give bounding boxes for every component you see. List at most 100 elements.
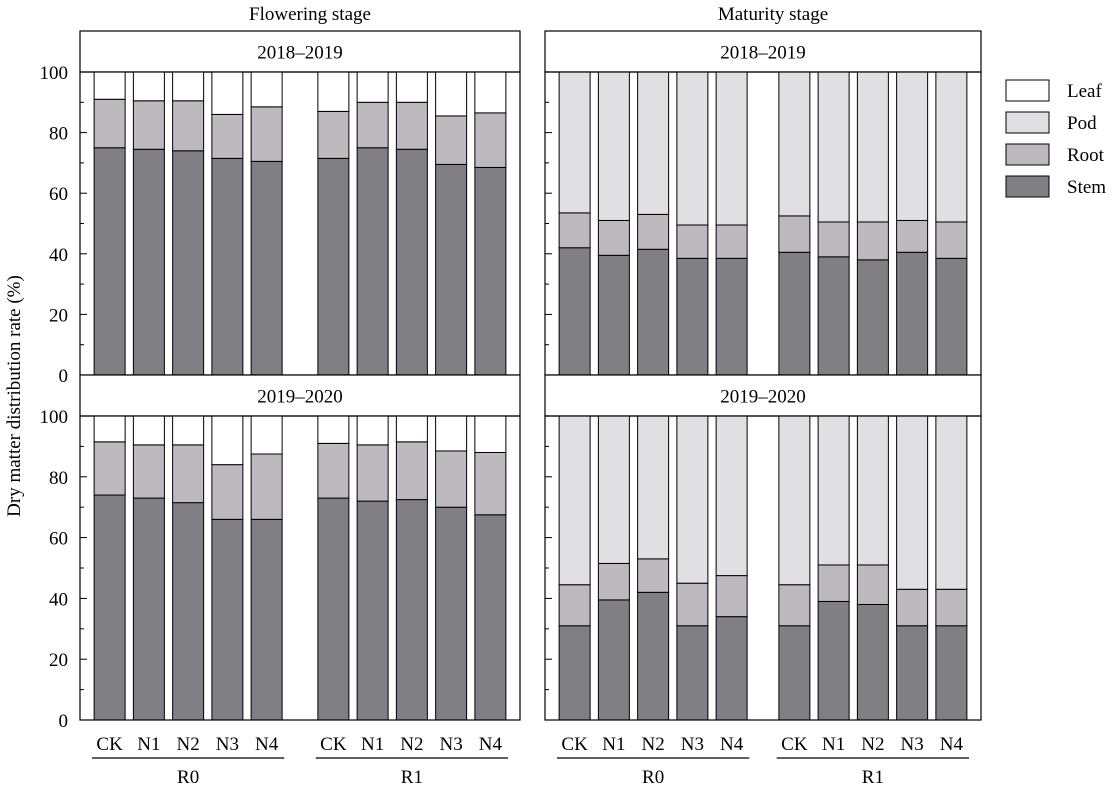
bar-leaf bbox=[317, 71, 350, 112]
bar-root bbox=[93, 441, 126, 496]
y-tick-label: 80 bbox=[49, 468, 68, 489]
panel-2: 2018–2019 bbox=[544, 30, 982, 376]
bar-leaf bbox=[474, 71, 507, 114]
x-tick-label: N2 bbox=[861, 734, 884, 755]
bar-root bbox=[435, 115, 468, 165]
bar-pod bbox=[778, 415, 811, 586]
bar-pod bbox=[676, 415, 709, 584]
legend-label-pod: Pod bbox=[1067, 113, 1097, 134]
bar-root bbox=[172, 444, 205, 504]
bar-pod bbox=[676, 71, 709, 226]
bar-leaf bbox=[395, 71, 428, 103]
bar-root bbox=[93, 98, 126, 149]
bar-root bbox=[676, 224, 709, 259]
x-tick-label: N3 bbox=[440, 734, 463, 755]
bar-root bbox=[395, 101, 428, 150]
bar-stem bbox=[935, 625, 968, 721]
y-tick-label: 40 bbox=[49, 589, 68, 610]
bar-stem bbox=[474, 166, 507, 376]
panel-header bbox=[79, 30, 521, 73]
bar-stem bbox=[715, 616, 748, 721]
legend-swatch-stem bbox=[1005, 175, 1050, 198]
bar-leaf bbox=[356, 415, 389, 446]
bar-leaf bbox=[132, 415, 165, 446]
bar-root bbox=[250, 106, 283, 162]
y-tick-label: 100 bbox=[40, 407, 69, 428]
bar-pod bbox=[856, 415, 889, 566]
bar-stem bbox=[896, 625, 929, 721]
legend-swatch-root bbox=[1005, 143, 1050, 166]
bar-leaf bbox=[250, 71, 283, 108]
plot-area: 2018–2019 0 20 40 60 80 100 2018–2019 2019–2020 0… bbox=[40, 30, 982, 788]
y-tick-label: 0 bbox=[59, 366, 69, 387]
bar-stem bbox=[132, 148, 165, 376]
bar-root bbox=[317, 110, 350, 159]
group-label: R0 bbox=[177, 767, 199, 788]
bar-root bbox=[935, 588, 968, 627]
legend-swatch-pod bbox=[1005, 111, 1050, 134]
bar-root bbox=[356, 444, 389, 502]
bar-pod bbox=[896, 415, 929, 590]
bar-stem bbox=[597, 599, 630, 721]
bar-pod bbox=[637, 71, 670, 215]
panel-1: 2018–2019 0 20 40 60 80 100 bbox=[40, 30, 521, 387]
bar-pod bbox=[935, 71, 968, 223]
bar-root bbox=[317, 442, 350, 499]
bar-root bbox=[474, 112, 507, 168]
x-tick-label: N1 bbox=[137, 734, 160, 755]
bar-pod bbox=[778, 71, 811, 217]
bar-root bbox=[676, 582, 709, 627]
bar-root bbox=[356, 101, 389, 149]
y-tick-label: 0 bbox=[59, 711, 69, 732]
panel-title: 2019–2020 bbox=[720, 387, 806, 408]
bar-root bbox=[715, 575, 748, 618]
bar-root bbox=[211, 464, 244, 520]
bar-leaf bbox=[317, 415, 350, 444]
bar-stem bbox=[172, 502, 205, 721]
bar-leaf bbox=[132, 71, 165, 102]
bar-stem bbox=[474, 514, 507, 721]
bar-root bbox=[637, 558, 670, 593]
bar-root bbox=[132, 444, 165, 499]
x-tick-label: CK bbox=[96, 734, 123, 755]
bar-root bbox=[132, 100, 165, 150]
legend-swatch-leaf bbox=[1005, 79, 1050, 102]
bar-root bbox=[172, 100, 205, 152]
bar-stem bbox=[250, 160, 283, 376]
bar-root bbox=[597, 562, 630, 601]
bar-pod bbox=[597, 71, 630, 221]
bar-stem bbox=[778, 625, 811, 721]
bar-stem bbox=[597, 254, 630, 376]
bar-stem bbox=[817, 600, 850, 721]
y-tick-label: 80 bbox=[49, 124, 68, 145]
bar-root bbox=[558, 584, 591, 627]
y-tick-label: 40 bbox=[49, 245, 68, 266]
bar-stem bbox=[250, 518, 283, 721]
legend-label-stem: Stem bbox=[1067, 177, 1106, 198]
bar-leaf bbox=[435, 415, 468, 452]
bar-stem bbox=[356, 500, 389, 721]
x-tick-label: N3 bbox=[901, 734, 924, 755]
bar-stem bbox=[637, 591, 670, 721]
bar-stem bbox=[132, 497, 165, 721]
bar-pod bbox=[558, 71, 591, 214]
bar-pod bbox=[817, 415, 850, 566]
bar-leaf bbox=[93, 71, 126, 100]
x-tick-label: CK bbox=[781, 734, 808, 755]
column-title-flowering: Flowering stage bbox=[249, 4, 371, 25]
x-tick-label: N3 bbox=[681, 734, 704, 755]
bar-stem bbox=[435, 163, 468, 376]
group-label: R1 bbox=[862, 767, 884, 788]
bar-root bbox=[896, 219, 929, 253]
y-tick-label: 60 bbox=[49, 184, 68, 205]
bar-root bbox=[558, 212, 591, 249]
bar-root bbox=[935, 221, 968, 259]
x-tick-label: CK bbox=[320, 734, 347, 755]
bar-stem bbox=[715, 257, 748, 376]
bar-stem bbox=[435, 506, 468, 721]
bar-leaf bbox=[211, 71, 244, 115]
bar-pod bbox=[558, 415, 591, 586]
bar-root bbox=[856, 221, 889, 261]
x-tick-label: N1 bbox=[602, 734, 625, 755]
